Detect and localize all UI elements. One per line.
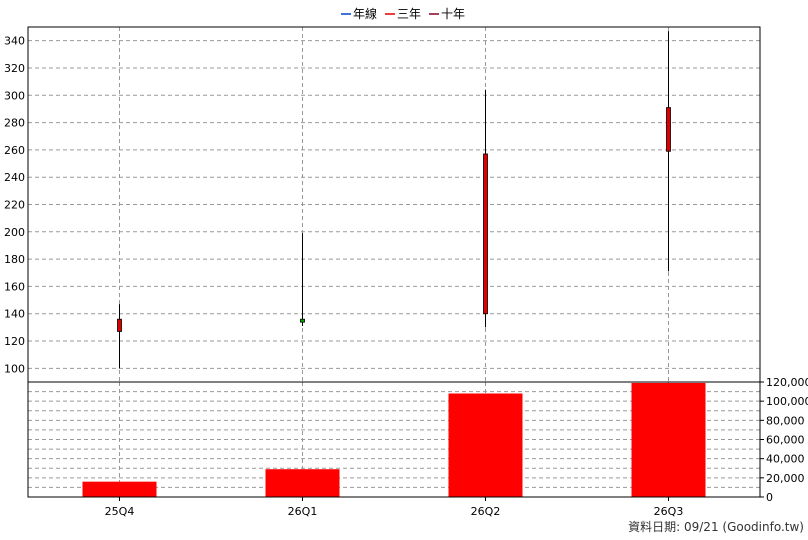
volume-bar	[265, 469, 340, 497]
legend-label: 年線	[353, 6, 377, 21]
candle-body	[666, 107, 671, 152]
x-tick-label: 26Q1	[288, 505, 318, 518]
volume-bar	[631, 382, 706, 497]
y-tick-label: 260	[4, 144, 25, 157]
volume-tick-label: 0	[766, 491, 773, 504]
y-tick-label: 100	[4, 362, 25, 375]
volume-tick-label: 80,000	[766, 414, 805, 427]
y-tick-label: 300	[4, 89, 25, 102]
y-tick-label: 160	[4, 280, 25, 293]
candle-body	[117, 318, 122, 332]
y-tick-label: 240	[4, 171, 25, 184]
legend-label: 三年	[397, 7, 421, 21]
x-axis: 25Q4 26Q1 26Q2 26Q3	[105, 497, 684, 518]
y-tick-label: 200	[4, 226, 25, 239]
x-tick-label: 25Q4	[105, 505, 135, 518]
x-tick-label: 26Q2	[471, 505, 501, 518]
volume-panel-frame	[27, 381, 761, 498]
volume-panel: 0 20,000 40,000 60,000 80,000 100,000 120,000	[27, 376, 808, 504]
volume-tick-label: 120,000	[766, 376, 808, 389]
y-tick-label: 280	[4, 117, 25, 130]
y-tick-label: 320	[4, 62, 25, 75]
legend: 年線 三年 十年	[341, 6, 465, 21]
candle-body	[300, 318, 305, 323]
volume-tick-label: 100,000	[766, 395, 808, 408]
volume-bar	[82, 481, 157, 497]
candle-body	[483, 153, 488, 315]
y-tick-label: 340	[4, 35, 25, 48]
volume-tick-label: 40,000	[766, 453, 805, 466]
y-tick-label: 140	[4, 308, 25, 321]
legend-label: 十年	[441, 7, 465, 21]
x-tick-label: 26Q3	[654, 505, 684, 518]
y-tick-label: 120	[4, 335, 25, 348]
volume-tick-label: 20,000	[766, 472, 805, 485]
volume-tick-label: 60,000	[766, 434, 805, 447]
y-tick-label: 180	[4, 253, 25, 266]
volume-bar	[448, 393, 523, 497]
price-panel: 100 120 140 160 180 200 220 240 260 280 300 320 340	[4, 26, 761, 383]
y-tick-label: 220	[4, 199, 25, 212]
data-date-footer: 資料日期: 09/21 (Goodinfo.tw)	[628, 520, 804, 534]
